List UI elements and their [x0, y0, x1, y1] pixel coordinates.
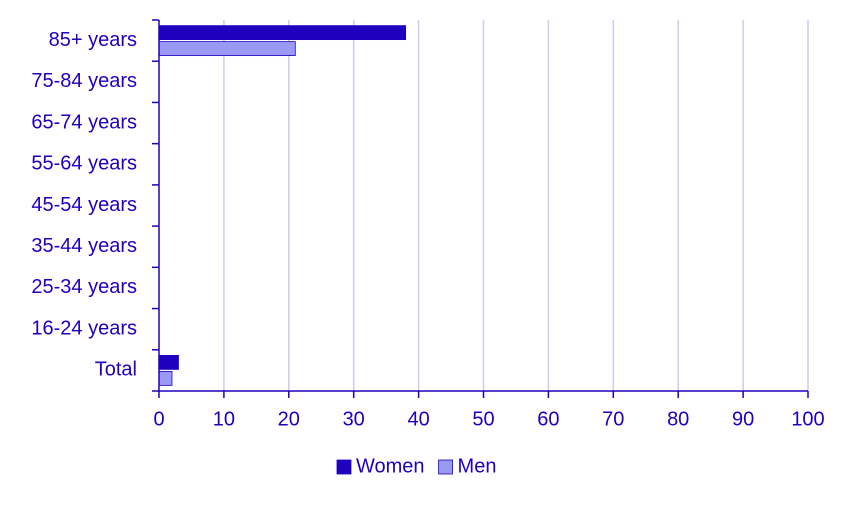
x-tick-label: 20: [278, 408, 300, 430]
x-tick-label: 80: [667, 408, 689, 430]
x-tick-label: 100: [791, 408, 824, 430]
legend-label: Men: [458, 455, 497, 477]
legend-swatch: [438, 459, 453, 475]
legend-label: Women: [356, 455, 425, 477]
x-tick-label: 10: [213, 408, 235, 430]
y-tick-label: 16-24 years: [31, 317, 137, 339]
x-tick-label: 70: [602, 408, 624, 430]
y-tick-label: 25-34 years: [31, 276, 137, 298]
bar: [158, 354, 179, 370]
y-tick-label: 85+ years: [49, 29, 137, 51]
x-tick-label: 60: [537, 408, 559, 430]
legend-swatch: [336, 459, 352, 475]
y-tick-label: Total: [95, 359, 137, 381]
x-tick-label: 40: [407, 408, 429, 430]
y-tick-label: 45-54 years: [31, 194, 137, 216]
x-tick-label: 0: [153, 408, 164, 430]
y-tick-label: 35-44 years: [31, 235, 137, 257]
x-tick-label: 90: [732, 408, 754, 430]
bar: [158, 41, 296, 57]
x-tick-label: 50: [472, 408, 494, 430]
y-tick-label: 55-64 years: [31, 153, 137, 175]
y-tick-label: 75-84 years: [31, 70, 137, 92]
y-tick-label: 65-74 years: [31, 111, 137, 133]
bar: [158, 25, 407, 41]
x-tick-label: 30: [343, 408, 365, 430]
bar: [158, 370, 173, 386]
